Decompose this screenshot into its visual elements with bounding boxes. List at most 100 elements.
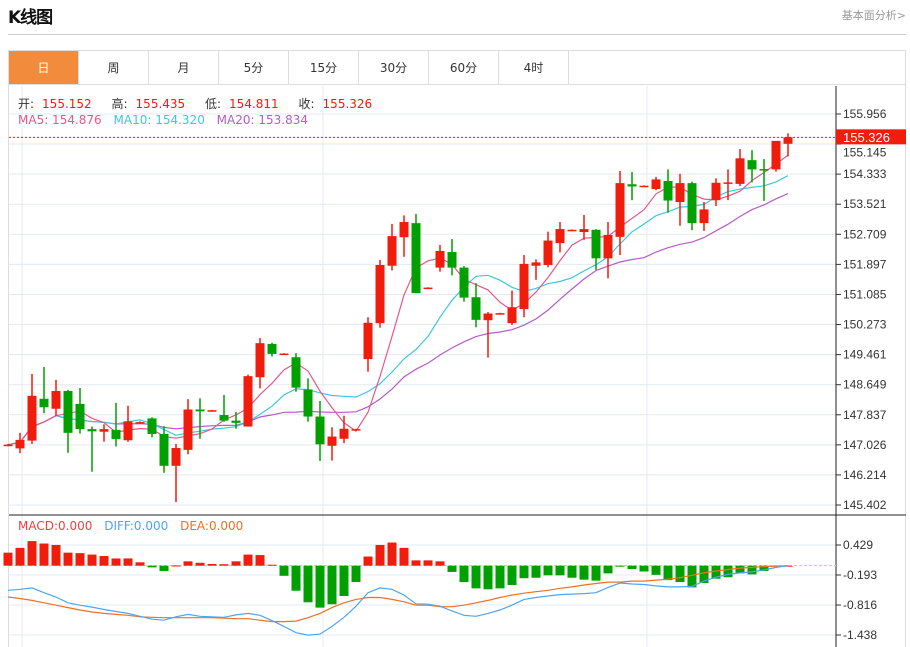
macd-bar (531, 565, 541, 578)
candle-up (123, 421, 133, 441)
candle-up (363, 322, 373, 360)
candle-up (435, 250, 445, 268)
macd-bar (555, 565, 565, 576)
tab-4hour[interactable]: 4时 (499, 51, 569, 84)
candle-down (231, 420, 241, 423)
candle-down (303, 389, 313, 417)
macd-bar (627, 565, 637, 570)
macd-legend: MACD:0.000 DIFF:0.000 DEA:0.000 (18, 519, 251, 533)
candle-down (159, 433, 169, 466)
macd-bar (267, 564, 277, 566)
candle-up (183, 409, 193, 450)
candle-down (411, 223, 421, 294)
candle-down (471, 297, 481, 320)
tab-60min[interactable]: 60分 (429, 51, 499, 84)
macd-bar (231, 561, 241, 566)
price-tick-label: 146.214 (843, 468, 887, 482)
macd-bar (375, 544, 385, 566)
macd-bar (135, 562, 145, 566)
candle-down (747, 160, 757, 170)
candle-up (27, 395, 37, 441)
candle-up (99, 429, 109, 432)
price-tick-label: 147.026 (843, 438, 887, 452)
macd-bar (75, 553, 85, 566)
macd-bar (759, 565, 769, 571)
macd-bar (675, 565, 685, 583)
candle-down (111, 429, 121, 440)
macd-bar (507, 565, 517, 585)
macd-bar (483, 565, 493, 590)
macd-bar (195, 562, 205, 566)
macd-bar (651, 565, 661, 575)
close-value: 155.326 (322, 97, 373, 111)
macd-bar (147, 565, 157, 568)
macd-bar (339, 565, 349, 597)
macd-bar (519, 565, 529, 579)
macd-bar (171, 565, 181, 567)
candle-down (75, 403, 85, 430)
price-tick-label: 145.402 (843, 498, 887, 512)
ma10-value: MA10: 154.320 (113, 113, 205, 127)
ma20-value: MA20: 153.834 (216, 113, 308, 127)
candle-up (771, 140, 781, 170)
candle-up (339, 428, 349, 439)
price-tick-label: 153.521 (843, 197, 887, 211)
macd-bar (495, 565, 505, 589)
candle-up (531, 262, 541, 266)
macd-bar (111, 558, 121, 566)
candle-up (423, 287, 433, 290)
current-price-label: 155.326 (843, 130, 890, 145)
candle-up (495, 313, 505, 315)
price-tick-label: 154.333 (843, 167, 887, 181)
price-tick-label: 152.709 (843, 227, 887, 241)
candle-down (459, 267, 469, 298)
macd-tick-label: -0.193 (843, 568, 877, 582)
macd-bar (159, 565, 169, 571)
macd-bar (471, 565, 481, 589)
candle-down (291, 357, 301, 388)
macd-bar (747, 565, 757, 575)
candle-up (171, 448, 181, 466)
tab-15min[interactable]: 15分 (289, 51, 359, 84)
candle-down (63, 390, 73, 433)
price-tick-label: 148.649 (843, 378, 887, 392)
candle-up (519, 263, 529, 310)
macd-bar (567, 565, 577, 578)
price-tick-label: 155.145 (843, 145, 887, 159)
open-label: 开: (18, 97, 35, 111)
macd-bar (411, 560, 421, 566)
macd-bar (387, 542, 397, 566)
macd-bar (255, 555, 265, 566)
candle-up (3, 444, 13, 447)
tab-5min[interactable]: 5分 (219, 51, 289, 84)
price-tick-label: 150.273 (843, 318, 887, 332)
tab-day[interactable]: 日 (9, 51, 79, 84)
fundamental-analysis-link[interactable]: 基本面分析> (841, 9, 906, 22)
low-value: 154.811 (229, 97, 279, 111)
macd-bar (351, 565, 361, 583)
macd-bar (3, 552, 13, 566)
tab-month[interactable]: 月 (149, 51, 219, 84)
macd-bar (423, 560, 433, 566)
candle-up (279, 353, 289, 356)
tab-30min[interactable]: 30分 (359, 51, 429, 84)
dea-line (7, 565, 789, 623)
low-label: 低: (205, 97, 222, 111)
candle-up (207, 410, 217, 412)
macd-bar (27, 541, 37, 566)
macd-bar (639, 565, 649, 572)
candle-up (15, 439, 25, 449)
macd-bar (303, 565, 313, 603)
macd-bar (711, 565, 721, 579)
candle-up (135, 422, 145, 424)
candle-down (687, 183, 697, 224)
macd-bar (39, 543, 49, 566)
tab-week[interactable]: 周 (79, 51, 149, 84)
price-tick-label: 155.956 (843, 107, 887, 121)
macd-bar (63, 552, 73, 566)
candle-up (387, 236, 397, 266)
macd-bar (327, 565, 337, 605)
macd-bar (543, 565, 553, 576)
candle-up (507, 307, 517, 324)
